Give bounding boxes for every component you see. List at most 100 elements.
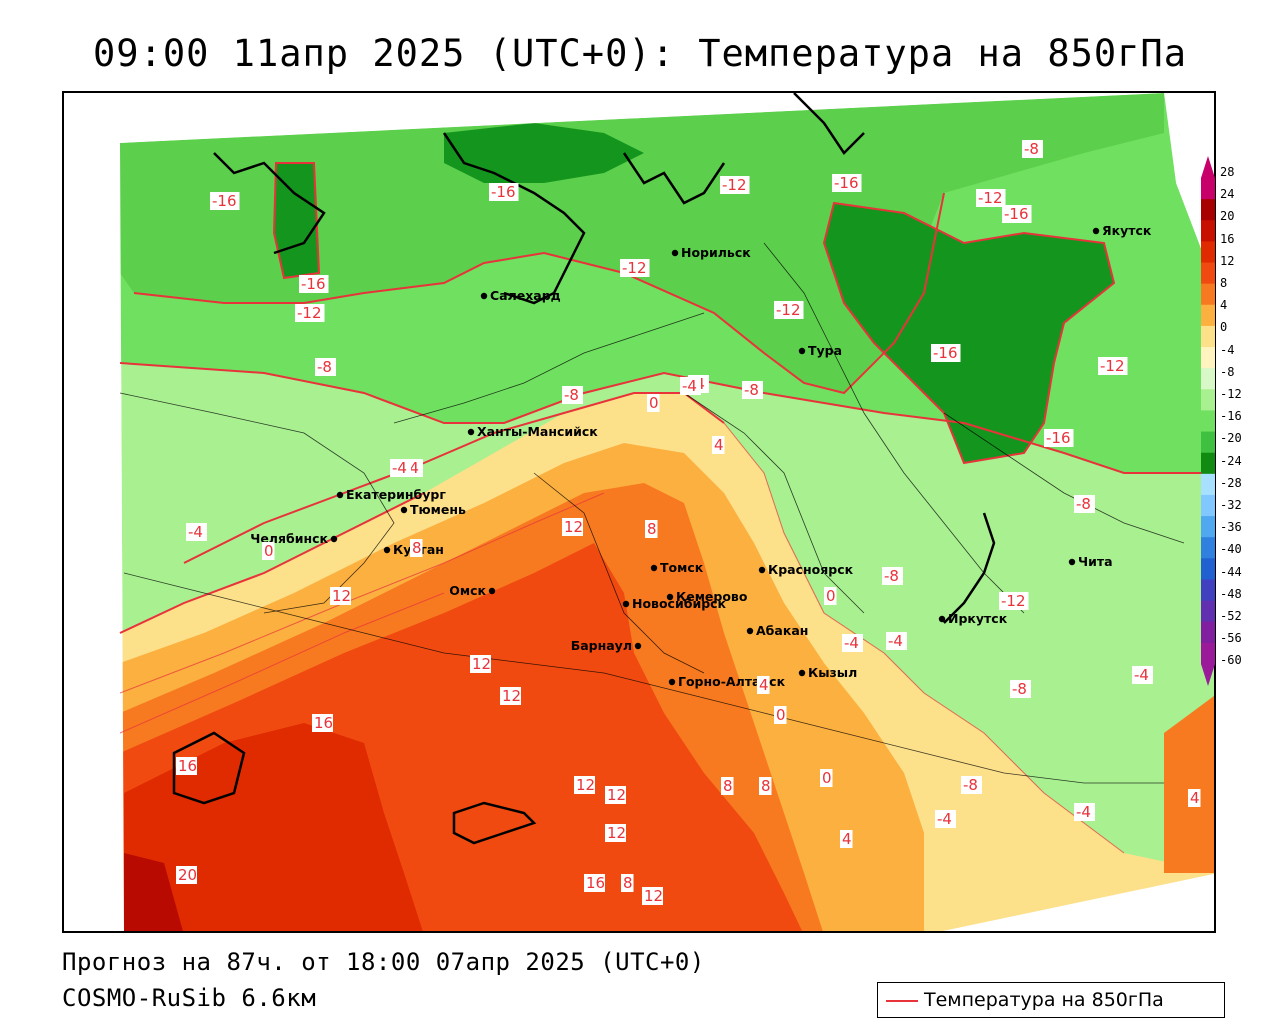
isotherm-label-bg <box>295 304 325 322</box>
isotherm-label-bg <box>262 542 275 560</box>
isotherm-label-bg <box>1010 680 1031 698</box>
isotherm-label-bg <box>647 394 660 412</box>
isotherm-label-bg <box>774 706 787 724</box>
isotherm-label: -4 <box>842 634 863 652</box>
colorbar-tick-label: -4 <box>1220 342 1235 357</box>
isotherm-label-text: 12 <box>564 518 583 536</box>
isotherm-label: -12 <box>774 301 804 319</box>
city-dot <box>798 669 806 677</box>
city-dot <box>622 600 630 608</box>
isotherm-label: 0 <box>774 706 787 724</box>
isotherm-label-text: 4 <box>1190 789 1200 807</box>
isotherm-label-text: -16 <box>491 183 516 201</box>
colorbar-tick-label: 16 <box>1220 231 1235 246</box>
colorbar-tick-label: -44 <box>1220 564 1242 579</box>
isotherm-label-text: -8 <box>744 381 759 399</box>
isotherm-label: 16 <box>312 714 333 732</box>
isotherm-label-bg <box>470 655 491 673</box>
zone-minus16-east <box>824 203 1114 463</box>
city-marker: Иркутск <box>938 611 1008 626</box>
colorbar-cell <box>1201 178 1215 200</box>
isotherm-label: -12 <box>1098 357 1128 375</box>
city-dot <box>798 347 806 355</box>
isotherm-label-text: 0 <box>649 394 659 412</box>
city-dot <box>746 627 754 635</box>
city-label: Челябинск <box>250 531 328 546</box>
city-label: Ханты-Мансийск <box>477 424 598 439</box>
isotherm-label: 0 <box>262 542 275 560</box>
city-dot <box>400 506 408 514</box>
isotherm-label: -16 <box>299 275 329 293</box>
isotherm-label: -4 <box>680 377 701 395</box>
isotherm-label: -8 <box>961 776 982 794</box>
isotherm-label-bg <box>620 259 650 277</box>
colorbar-cell <box>1201 389 1215 411</box>
isotherm-label: 8 <box>645 520 658 538</box>
city-marker: Красноярск <box>758 562 854 577</box>
city-dot <box>330 535 338 543</box>
isotherm-label: 4 <box>757 676 770 694</box>
isotherm-label-bg <box>680 377 701 395</box>
colorbar-cell <box>1201 431 1215 454</box>
isotherm-label-text: 12 <box>644 887 663 905</box>
city-dot <box>1092 227 1100 235</box>
isotherm-label-bg <box>1074 803 1095 821</box>
isotherm-label: 16 <box>584 874 605 892</box>
isotherm-label-bg <box>882 567 903 585</box>
colorbar-tick-label: -36 <box>1220 520 1242 535</box>
colorbar-tick-label: -24 <box>1220 453 1242 468</box>
city-label: Барнаул <box>571 638 632 653</box>
isotherm-label-text: -12 <box>722 176 747 194</box>
isotherm-label: 12 <box>642 887 663 905</box>
city-label: Иркутск <box>948 611 1008 626</box>
city-marker: Якутск <box>1092 223 1152 238</box>
colorbar-cell <box>1201 600 1215 623</box>
colorbar-tick-label: 8 <box>1220 276 1228 290</box>
isotherm-label-text: -12 <box>978 189 1003 207</box>
isotherm-label: -12 <box>295 304 325 322</box>
isotherm-label: -4 <box>1074 803 1095 821</box>
colorbar-tick-label: 24 <box>1220 187 1235 202</box>
colorbar-cell <box>1201 241 1215 264</box>
isotherm-label: 12 <box>500 687 521 705</box>
isotherm-label-text: -12 <box>1100 357 1125 375</box>
isotherm-label-text: 16 <box>586 874 605 892</box>
isotherm-label-bg <box>961 776 982 794</box>
isotherm-label: -16 <box>931 344 961 362</box>
city-label: Кызыл <box>808 665 857 680</box>
isotherm-label: -4 <box>886 632 907 650</box>
legend-label: Температура на 850гПа <box>924 989 1164 1011</box>
isotherm-label-text: 16 <box>178 757 197 775</box>
city-dot <box>671 249 679 257</box>
isotherm-label-text: -8 <box>884 567 899 585</box>
isotherm-label-text: 20 <box>178 866 197 884</box>
isotherm-label-text: -4 <box>937 810 952 828</box>
colorbar-cell <box>1201 621 1215 644</box>
isotherm-label: 12 <box>605 786 626 804</box>
isotherm-label-text: -4 <box>844 634 859 652</box>
isotherm-label-bg <box>742 381 763 399</box>
colorbar-tick-label: -60 <box>1220 653 1242 668</box>
isotherm-label: 4 <box>1188 789 1201 807</box>
isotherm-label-text: -16 <box>933 344 958 362</box>
isotherm-label-text: 4 <box>759 676 769 694</box>
city-dot <box>650 564 658 572</box>
isotherm-label-bg <box>1188 789 1201 807</box>
outside-domain-top <box>64 93 1214 143</box>
colorbar-tick-label: 0 <box>1220 320 1228 335</box>
colorbar-cell <box>1201 220 1215 242</box>
colorbar-cell <box>1201 262 1215 285</box>
isotherm-label-bg <box>574 776 595 794</box>
isotherm-label: -8 <box>1010 680 1031 698</box>
city-marker: Кемерово <box>666 589 748 604</box>
isotherm-label-bg <box>774 301 804 319</box>
isotherm-label-text: -16 <box>1046 429 1071 447</box>
isotherm-label: -8 <box>1022 140 1043 158</box>
isotherm-label-text: -8 <box>1076 495 1091 513</box>
isotherm-label-text: 16 <box>314 714 333 732</box>
isotherm-label: 0 <box>820 769 833 787</box>
isotherm-label-text: -4 <box>888 632 903 650</box>
isotherm-label-bg <box>489 183 519 201</box>
isotherm-label-bg <box>500 687 521 705</box>
isotherm-label: -8 <box>562 386 583 404</box>
